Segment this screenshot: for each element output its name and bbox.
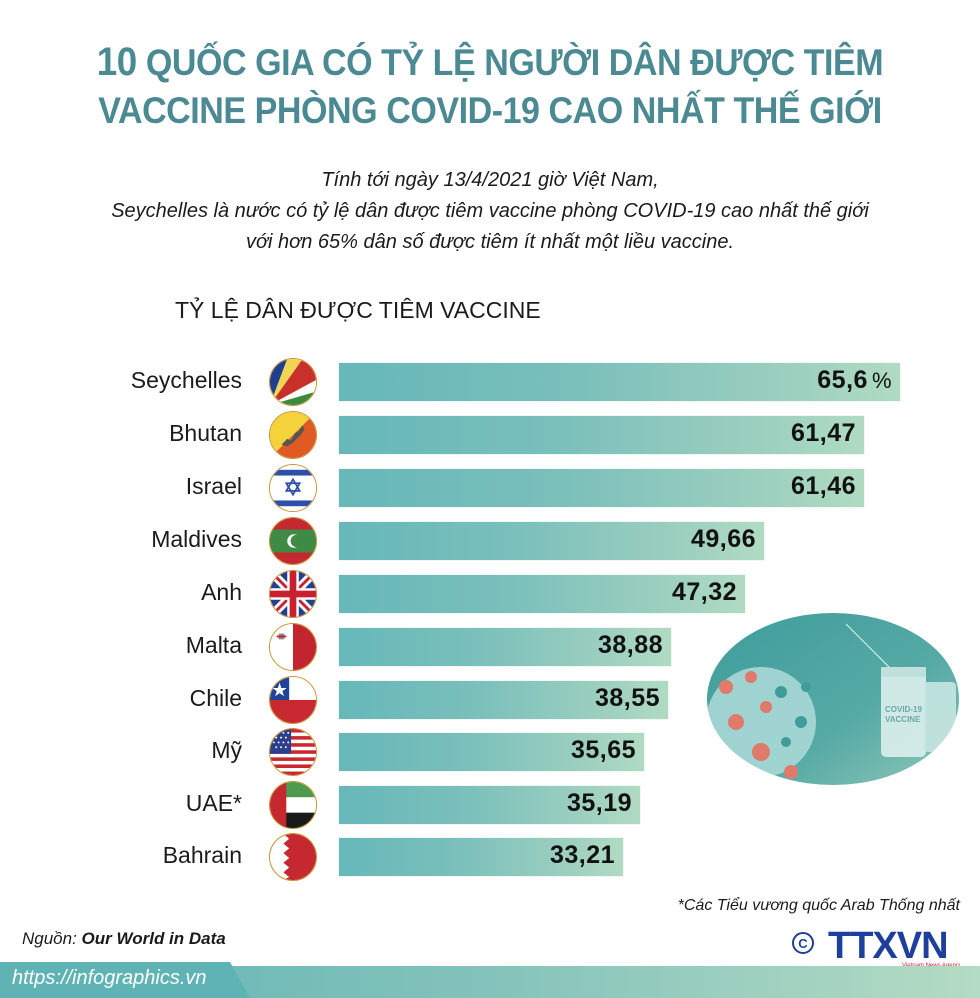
chart-heading: TỶ LỆ DÂN ĐƯỢC TIÊM VACCINE bbox=[175, 297, 541, 323]
maldives-flag-icon bbox=[269, 517, 317, 565]
vaccine-illustration: COVID-19 VACCINE bbox=[706, 612, 961, 787]
uk-flag-icon bbox=[269, 570, 317, 618]
bhutan-flag-icon bbox=[269, 411, 317, 459]
footnote: *Các Tiểu vương quốc Arab Thống nhất bbox=[677, 897, 960, 914]
bar-malta: 38,88 bbox=[339, 628, 671, 666]
uae-flag-icon bbox=[269, 781, 317, 829]
bar-value: 47,32 bbox=[671, 578, 737, 606]
bar-value: 38,55 bbox=[594, 684, 660, 712]
israel-flag-icon bbox=[269, 464, 317, 512]
footer-url-link[interactable]: https://infographics.vn bbox=[12, 967, 207, 989]
ttxvn-logo: C TTXVN Vietnam News Agency bbox=[790, 925, 962, 969]
bar-value: 49,66 bbox=[690, 525, 756, 553]
bar-value: 33,21 bbox=[549, 841, 615, 869]
chart-row: Israel 61,46 bbox=[0, 464, 980, 512]
bar-my: 35,65 bbox=[339, 733, 644, 771]
bar-value: 38,88 bbox=[597, 631, 663, 659]
bar-value: 61,47 bbox=[790, 419, 856, 447]
title-line-1: 10 QUỐC GIA CÓ TỶ LỆ NGƯỜI DÂN ĐƯỢC TIÊM bbox=[96, 40, 884, 84]
svg-text:C: C bbox=[798, 936, 808, 951]
bar-seychelles: 65,6% bbox=[339, 363, 900, 401]
bar-anh: 47,32 bbox=[339, 575, 745, 613]
country-label: Bhutan bbox=[169, 420, 242, 446]
bar-chile: 38,55 bbox=[339, 681, 668, 719]
page-title: 10 QUỐC GIA CÓ TỶ LỆ NGƯỜI DÂN ĐƯỢC TIÊM… bbox=[39, 38, 941, 135]
chart-row: Bhutan 61,47 bbox=[0, 411, 980, 459]
country-label: Malta bbox=[185, 632, 242, 658]
bar-value: 65,6% bbox=[817, 366, 892, 394]
bar-value: 35,65 bbox=[570, 736, 636, 764]
chart-row: Seychelles 65,6% bbox=[0, 358, 980, 406]
chart-row: Bahrain 33,21 bbox=[0, 833, 980, 881]
usa-flag-icon bbox=[269, 728, 317, 776]
subtitle: Tính tới ngày 13/4/2021 giờ Việt Nam, Se… bbox=[111, 169, 869, 253]
chile-flag-icon bbox=[269, 676, 317, 724]
bahrain-flag-icon bbox=[269, 833, 317, 881]
title-line-2: VACCINE PHÒNG COVID-19 CAO NHẤT THẾ GIỚI bbox=[98, 90, 882, 131]
svg-text:VACCINE: VACCINE bbox=[885, 715, 921, 724]
seychelles-flag-icon bbox=[269, 358, 317, 406]
country-label: Mỹ bbox=[211, 737, 242, 763]
chart-row: Malta 38,88 bbox=[0, 623, 980, 671]
bar-maldives: 49,66 bbox=[339, 522, 764, 560]
vial-label: COVID-19 bbox=[885, 705, 922, 714]
country-label: Seychelles bbox=[130, 367, 242, 393]
country-label: Bahrain bbox=[162, 842, 242, 868]
bar-bahrain: 33,21 bbox=[339, 838, 623, 876]
chart-row: Chile 38,55 bbox=[0, 676, 980, 724]
chart-row: Anh 47,32 bbox=[0, 570, 980, 618]
country-label: Maldives bbox=[151, 526, 242, 552]
bar-bhutan: 61,47 bbox=[339, 416, 864, 454]
country-label: Anh bbox=[201, 579, 242, 605]
country-label: Israel bbox=[185, 473, 242, 499]
country-label: Chile bbox=[189, 685, 242, 711]
chart-row: UAE* 35,19 bbox=[0, 781, 980, 829]
country-label: UAE* bbox=[185, 790, 242, 816]
svg-text:TTXVN: TTXVN bbox=[828, 925, 948, 967]
bar-value: 61,46 bbox=[790, 472, 856, 500]
source: Nguồn: Our World in Data bbox=[22, 929, 226, 948]
bar-israel: 61,46 bbox=[339, 469, 864, 507]
bar-uae: 35,19 bbox=[339, 786, 640, 824]
bar-value: 35,19 bbox=[566, 789, 632, 817]
chart-row: Mỹ 35,65 bbox=[0, 728, 980, 776]
chart-row: Maldives 49,66 bbox=[0, 517, 980, 565]
footer-tab bbox=[0, 962, 250, 998]
malta-flag-icon bbox=[269, 623, 317, 671]
